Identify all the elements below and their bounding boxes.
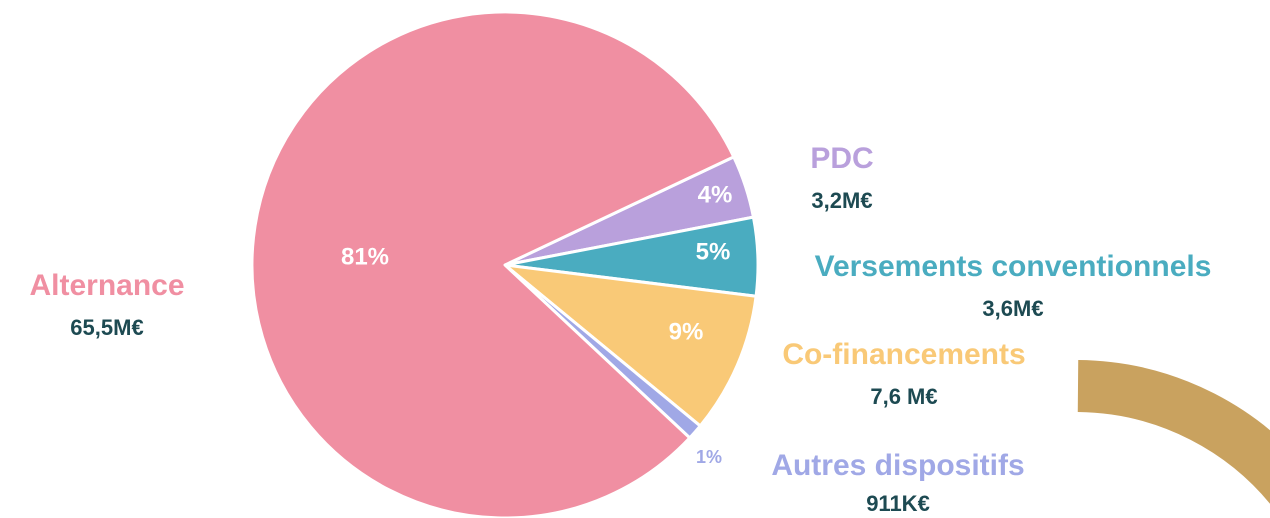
amount-label: 3,2M€ — [811, 188, 872, 213]
amount-label: 7,6 M€ — [870, 384, 937, 409]
amount-label: 911K€ — [866, 491, 930, 516]
category-label: Alternance — [29, 269, 184, 302]
pie-slice — [503, 263, 758, 428]
category-label: Autres dispositifs — [771, 449, 1024, 482]
percent-label: 81% — [341, 243, 389, 270]
percent-label: 4% — [698, 181, 733, 208]
decoration-arc — [1077, 360, 1270, 504]
category-label: Versements conventionnels — [815, 250, 1212, 283]
percent-label: 5% — [696, 238, 731, 265]
category-label: Co-financements — [782, 338, 1025, 371]
category-label: PDC — [810, 142, 873, 175]
percent-label: 1% — [696, 447, 722, 467]
percent-label: 9% — [669, 318, 704, 345]
amount-label: 65,5M€ — [70, 315, 143, 340]
amount-label: 3,6M€ — [982, 296, 1043, 321]
